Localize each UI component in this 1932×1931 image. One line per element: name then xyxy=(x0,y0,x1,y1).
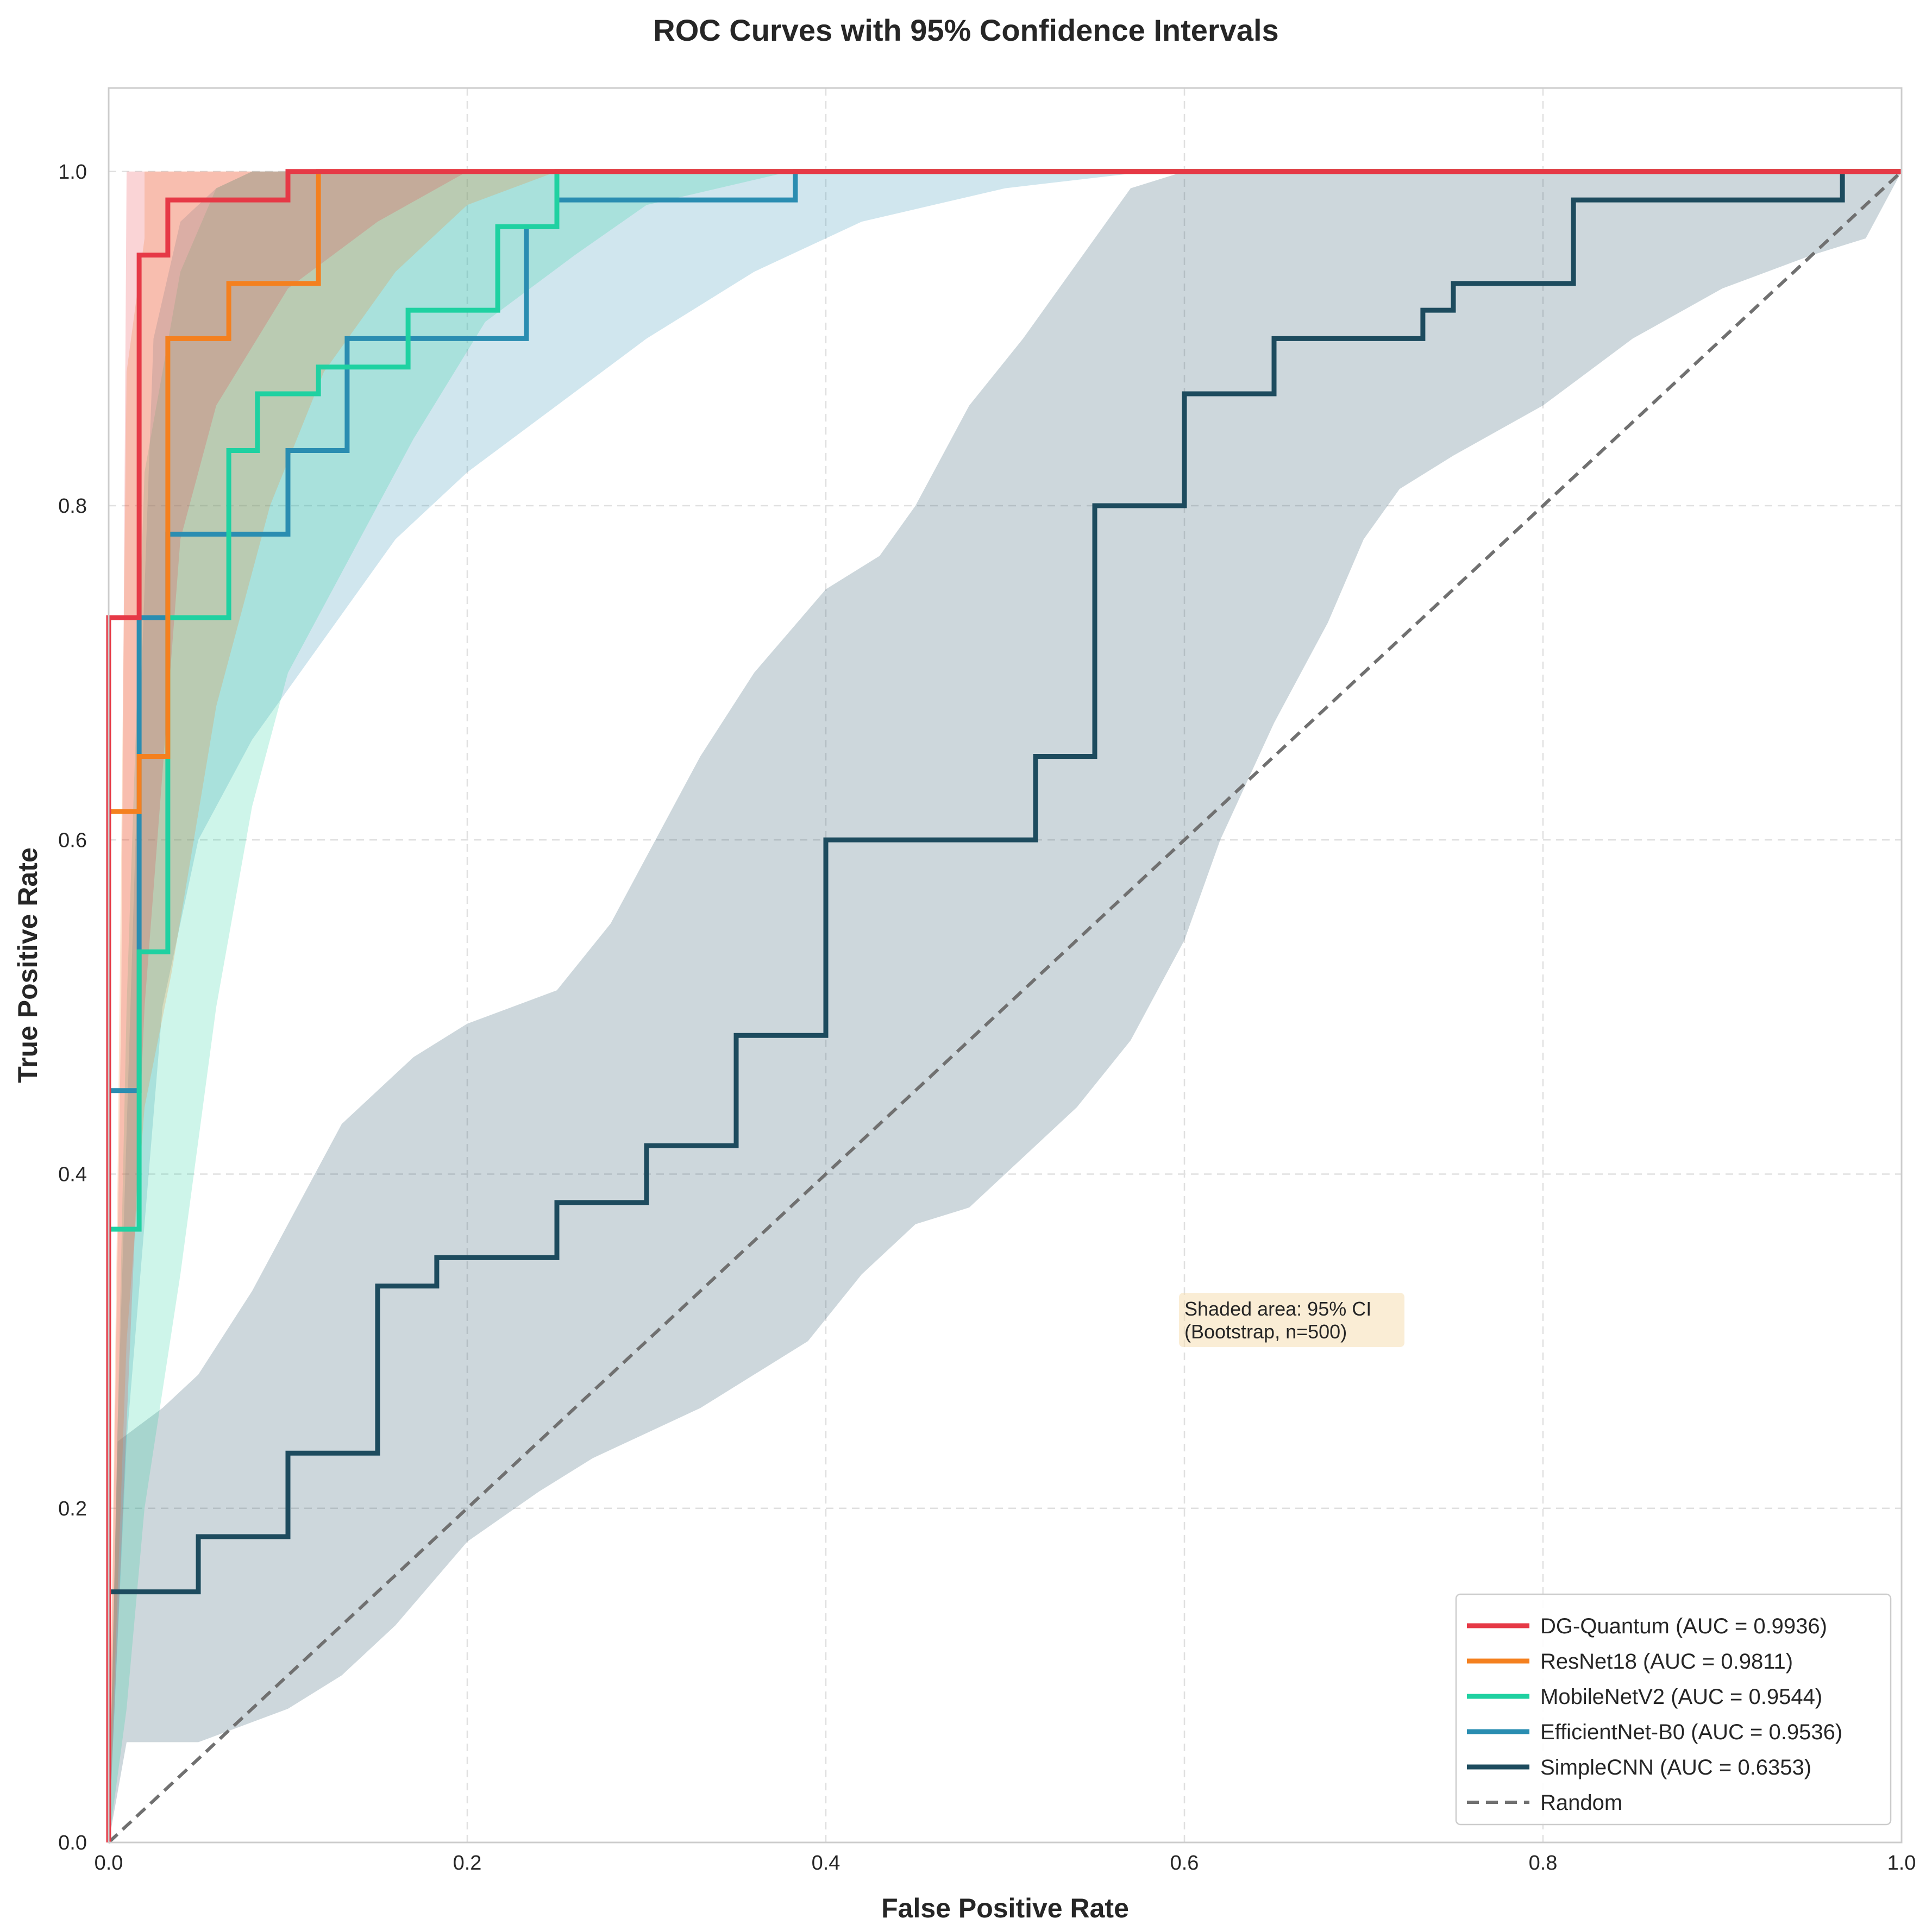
legend-label: ResNet18 (AUC = 0.9811) xyxy=(1540,1650,1793,1674)
annotation-line-1: Shaded area: 95% CI xyxy=(1184,1298,1371,1320)
chart-title: ROC Curves with 95% Confidence Intervals xyxy=(653,13,1278,47)
ci-annotation: Shaded area: 95% CI (Bootstrap, n=500) xyxy=(1179,1293,1404,1347)
plot-area xyxy=(109,88,1902,1842)
y-tick-label: 0.4 xyxy=(58,1163,87,1186)
plot-frame xyxy=(108,87,1903,1844)
legend-box xyxy=(1455,1593,1892,1826)
x-tick-label: 0.8 xyxy=(1529,1852,1558,1875)
axis-ticks: 0.0 0.2 0.4 0.6 0.8 1.0 0.0 0.2 0.4 0.6 0.8 1.0 xyxy=(58,161,1916,1875)
y-tick-label: 0.6 xyxy=(58,829,87,852)
y-tick-label: 0.0 xyxy=(58,1832,87,1854)
roc-curves xyxy=(106,169,1903,1844)
roc-curve-resnet18 xyxy=(106,169,1902,1842)
x-tick-label: 0.4 xyxy=(812,1852,840,1875)
legend-label: DG-Quantum (AUC = 0.9936) xyxy=(1540,1614,1827,1638)
roc-curve-dg-quantum xyxy=(106,169,1902,1842)
ci-band-mobilenetv2 xyxy=(109,171,1902,1842)
legend-label: SimpleCNN (AUC = 0.6353) xyxy=(1540,1756,1811,1779)
x-tick-label: 1.0 xyxy=(1887,1852,1916,1875)
x-tick-label: 0.0 xyxy=(95,1852,123,1875)
annotation-line-2: (Bootstrap, n=500) xyxy=(1184,1320,1347,1343)
legend-label: MobileNetV2 (AUC = 0.9544) xyxy=(1540,1685,1822,1709)
y-axis-label: True Positive Rate xyxy=(12,847,43,1083)
roc-curve-simplecnn xyxy=(106,169,1902,1842)
ci-band-efficientnet-b0 xyxy=(109,171,1902,1842)
x-axis-label: False Positive Rate xyxy=(881,1893,1129,1923)
annotation-box xyxy=(1179,1293,1404,1347)
y-tick-label: 1.0 xyxy=(58,161,87,184)
y-tick-label: 0.2 xyxy=(58,1498,87,1520)
legend-label: EfficientNet-B0 (AUC = 0.9536) xyxy=(1540,1720,1842,1744)
legend-label: Random xyxy=(1540,1791,1622,1815)
x-tick-label: 0.2 xyxy=(453,1852,482,1875)
roc-curve-mobilenetv2 xyxy=(106,169,1902,1842)
x-tick-label: 0.6 xyxy=(1170,1852,1199,1875)
y-tick-label: 0.8 xyxy=(58,495,87,518)
random-reference-line xyxy=(107,170,1903,1844)
legend: DG-Quantum (AUC = 0.9936) ResNet18 (AUC =… xyxy=(1455,1593,1892,1826)
ci-band-resnet18 xyxy=(109,171,1902,1842)
